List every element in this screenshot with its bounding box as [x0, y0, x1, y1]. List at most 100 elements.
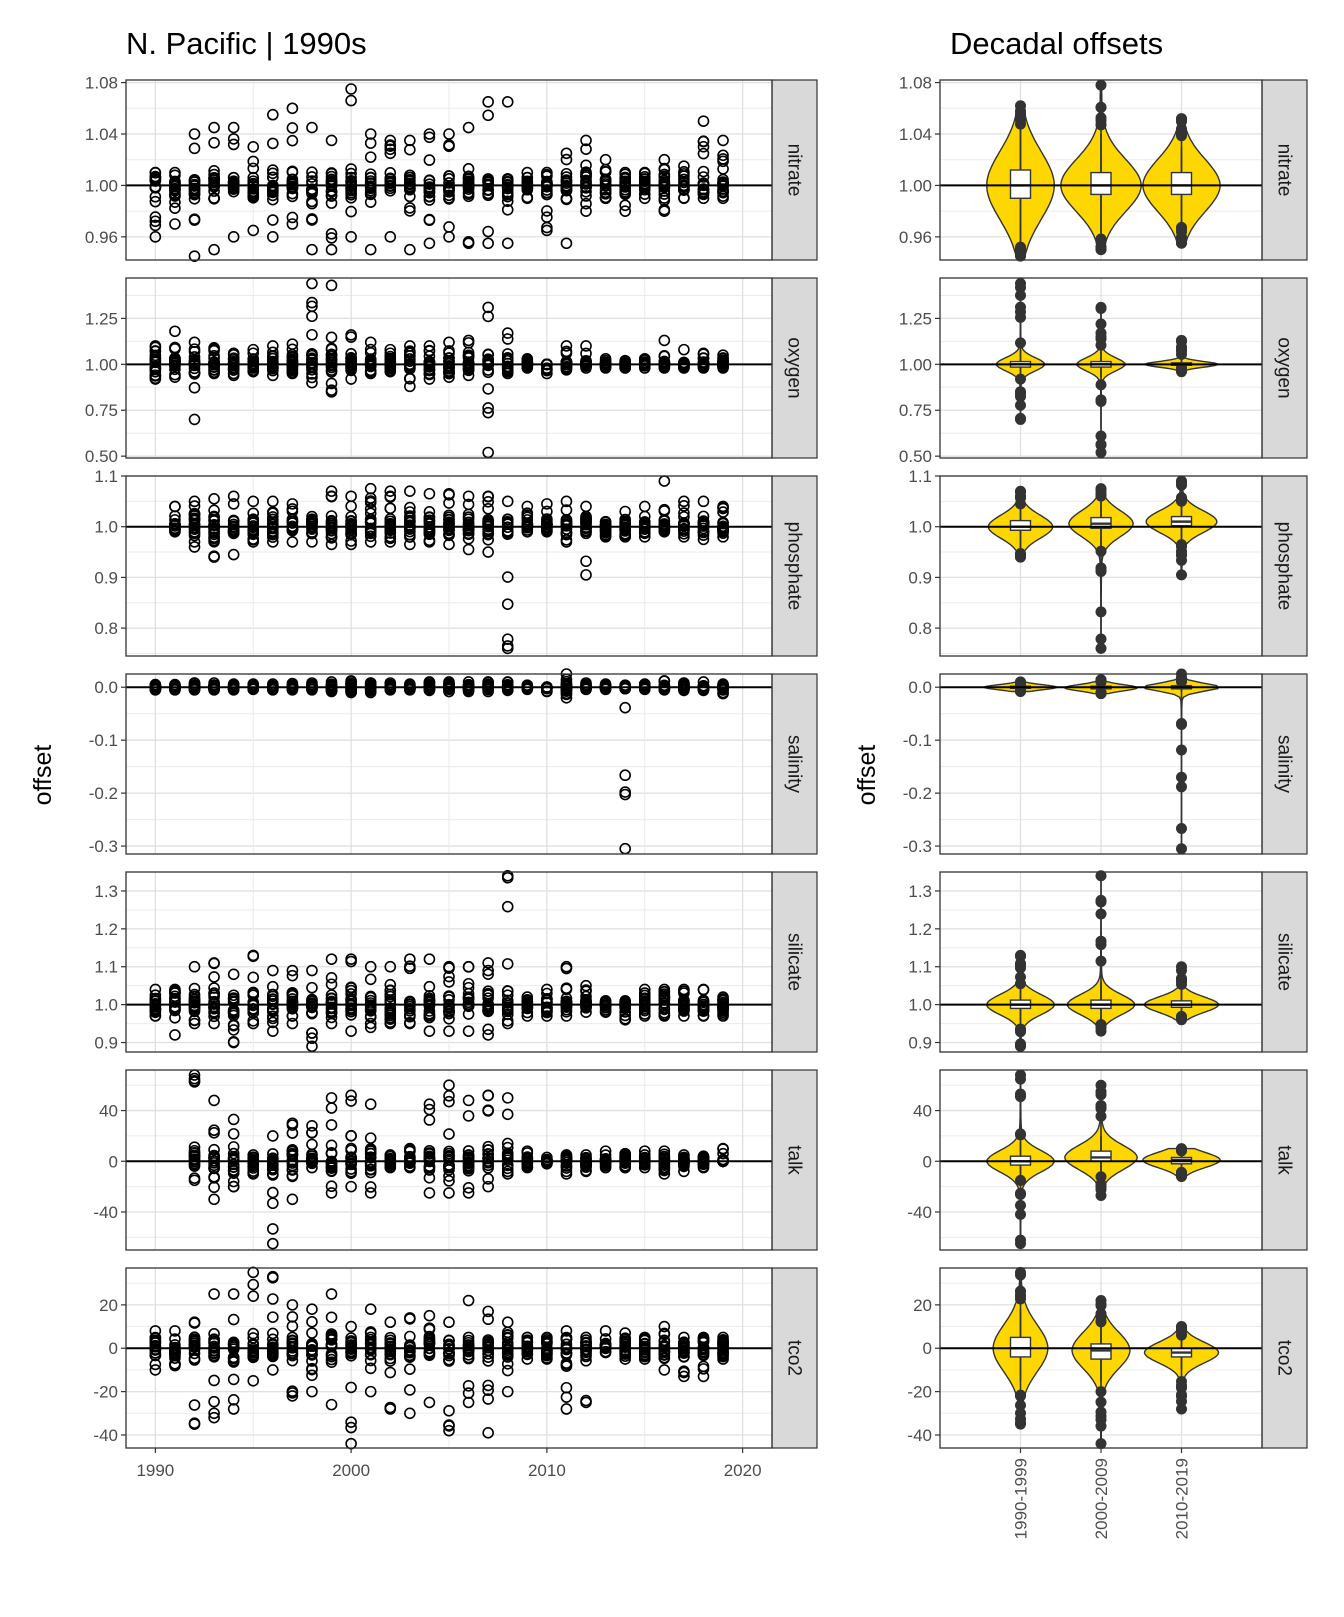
- scatter-point: [599, 528, 612, 541]
- scatter-point: [169, 341, 181, 354]
- scatter-point: [306, 371, 318, 384]
- scatter-point: [267, 137, 279, 150]
- scatter-point: [501, 571, 514, 583]
- scatter-point: [678, 523, 690, 536]
- violin-box: [1009, 169, 1032, 199]
- scatter-point: [384, 140, 397, 152]
- scatter-point: [501, 195, 514, 208]
- violin-outlier-point: [1095, 935, 1107, 947]
- scatter-point: [286, 524, 299, 537]
- scatter-point: [619, 181, 631, 193]
- scatter-point: [443, 522, 455, 535]
- scatter-point: [541, 175, 553, 188]
- scatter-point: [188, 413, 201, 426]
- violin-box: [1009, 519, 1032, 531]
- violin-outlier-point: [1095, 1396, 1107, 1408]
- scatter-point: [697, 187, 710, 200]
- scatter-point: [188, 343, 201, 355]
- scatter-point: [678, 357, 690, 370]
- violin-outlier-point: [1015, 282, 1026, 294]
- violin-outlier-point: [1095, 1386, 1107, 1398]
- scatter-strip-oxygen: [771, 277, 818, 459]
- scatter-point: [580, 190, 592, 202]
- scatter-point: [678, 184, 690, 196]
- scatter-point: [658, 682, 671, 694]
- scatter-point: [560, 523, 573, 535]
- violin-y-tick-label: 1.1: [908, 467, 932, 486]
- scatter-point: [384, 360, 397, 373]
- scatter-panel-border: [125, 277, 773, 459]
- scatter-point: [482, 96, 494, 108]
- scatter-point: [247, 495, 260, 508]
- scatter-point: [364, 243, 377, 256]
- scatter-point: [580, 134, 592, 147]
- scatter-point: [501, 517, 514, 530]
- violin-strip-label: talk: [1274, 1145, 1295, 1175]
- scatter-point: [345, 205, 357, 218]
- scatter-point: [521, 500, 534, 513]
- violin-x-tick-label: 2010-2019: [1173, 1458, 1192, 1539]
- scatter-point: [364, 514, 377, 526]
- scatter-point: [286, 498, 299, 510]
- scatter-point: [599, 163, 612, 176]
- scatter-point: [384, 527, 397, 539]
- scatter-point: [306, 197, 318, 210]
- scatter-y-tick-label: 0.9: [94, 568, 118, 587]
- scatter-point: [560, 175, 573, 187]
- scatter-point: [678, 495, 690, 508]
- scatter-point: [580, 521, 592, 534]
- scatter-point: [482, 187, 494, 200]
- scatter-point: [638, 510, 651, 523]
- scatter-point: [227, 355, 240, 368]
- violin-y-tick-label: 40: [913, 1102, 932, 1121]
- scatter-point: [208, 511, 220, 524]
- scatter-point: [560, 356, 573, 369]
- violin-outlier-point: [1095, 236, 1107, 248]
- scatter-point: [638, 523, 651, 535]
- scatter-point: [247, 514, 260, 527]
- scatter-point: [169, 683, 181, 696]
- scatter-point: [482, 546, 494, 558]
- scatter-point: [697, 352, 710, 364]
- scatter-point: [169, 202, 181, 214]
- scatter-point: [306, 527, 318, 540]
- scatter-point: [560, 180, 573, 192]
- scatter-point: [169, 500, 181, 513]
- scatter-point: [345, 500, 357, 512]
- violin-outlier-point: [1176, 343, 1187, 355]
- scatter-point: [619, 168, 631, 181]
- scatter-point: [286, 122, 299, 134]
- scatter-point: [599, 679, 612, 692]
- scatter-point: [560, 684, 573, 696]
- scatter-strip-label: salinity: [784, 735, 805, 794]
- scatter-point: [697, 183, 710, 195]
- scatter-point: [501, 96, 514, 108]
- scatter-point: [267, 527, 279, 540]
- scatter-point: [364, 137, 377, 149]
- scatter-point: [443, 184, 455, 197]
- scatter-point: [619, 199, 631, 212]
- scatter-point: [423, 683, 436, 695]
- scatter-point: [658, 171, 671, 183]
- scatter-point: [345, 535, 357, 547]
- scatter-point: [423, 174, 436, 186]
- scatter-strip-label: phosphate: [784, 522, 805, 611]
- scatter-point: [306, 376, 318, 389]
- scatter-point: [227, 521, 240, 534]
- violin-outlier-point: [1095, 331, 1107, 343]
- violin-outlier-point: [1176, 477, 1187, 489]
- scatter-point: [541, 682, 553, 695]
- scatter-point: [541, 358, 553, 371]
- scatter-point: [697, 525, 710, 537]
- scatter-point: [188, 188, 201, 200]
- scatter-point: [580, 525, 592, 538]
- scatter-strip-label: tco2: [784, 1340, 805, 1376]
- scatter-point: [501, 680, 514, 692]
- scatter-point: [227, 138, 240, 151]
- violin-strip-label: salinity: [1274, 735, 1295, 794]
- violin-strip-label: oxygen: [1274, 337, 1295, 398]
- scatter-point: [227, 121, 240, 134]
- scatter-point: [286, 362, 299, 375]
